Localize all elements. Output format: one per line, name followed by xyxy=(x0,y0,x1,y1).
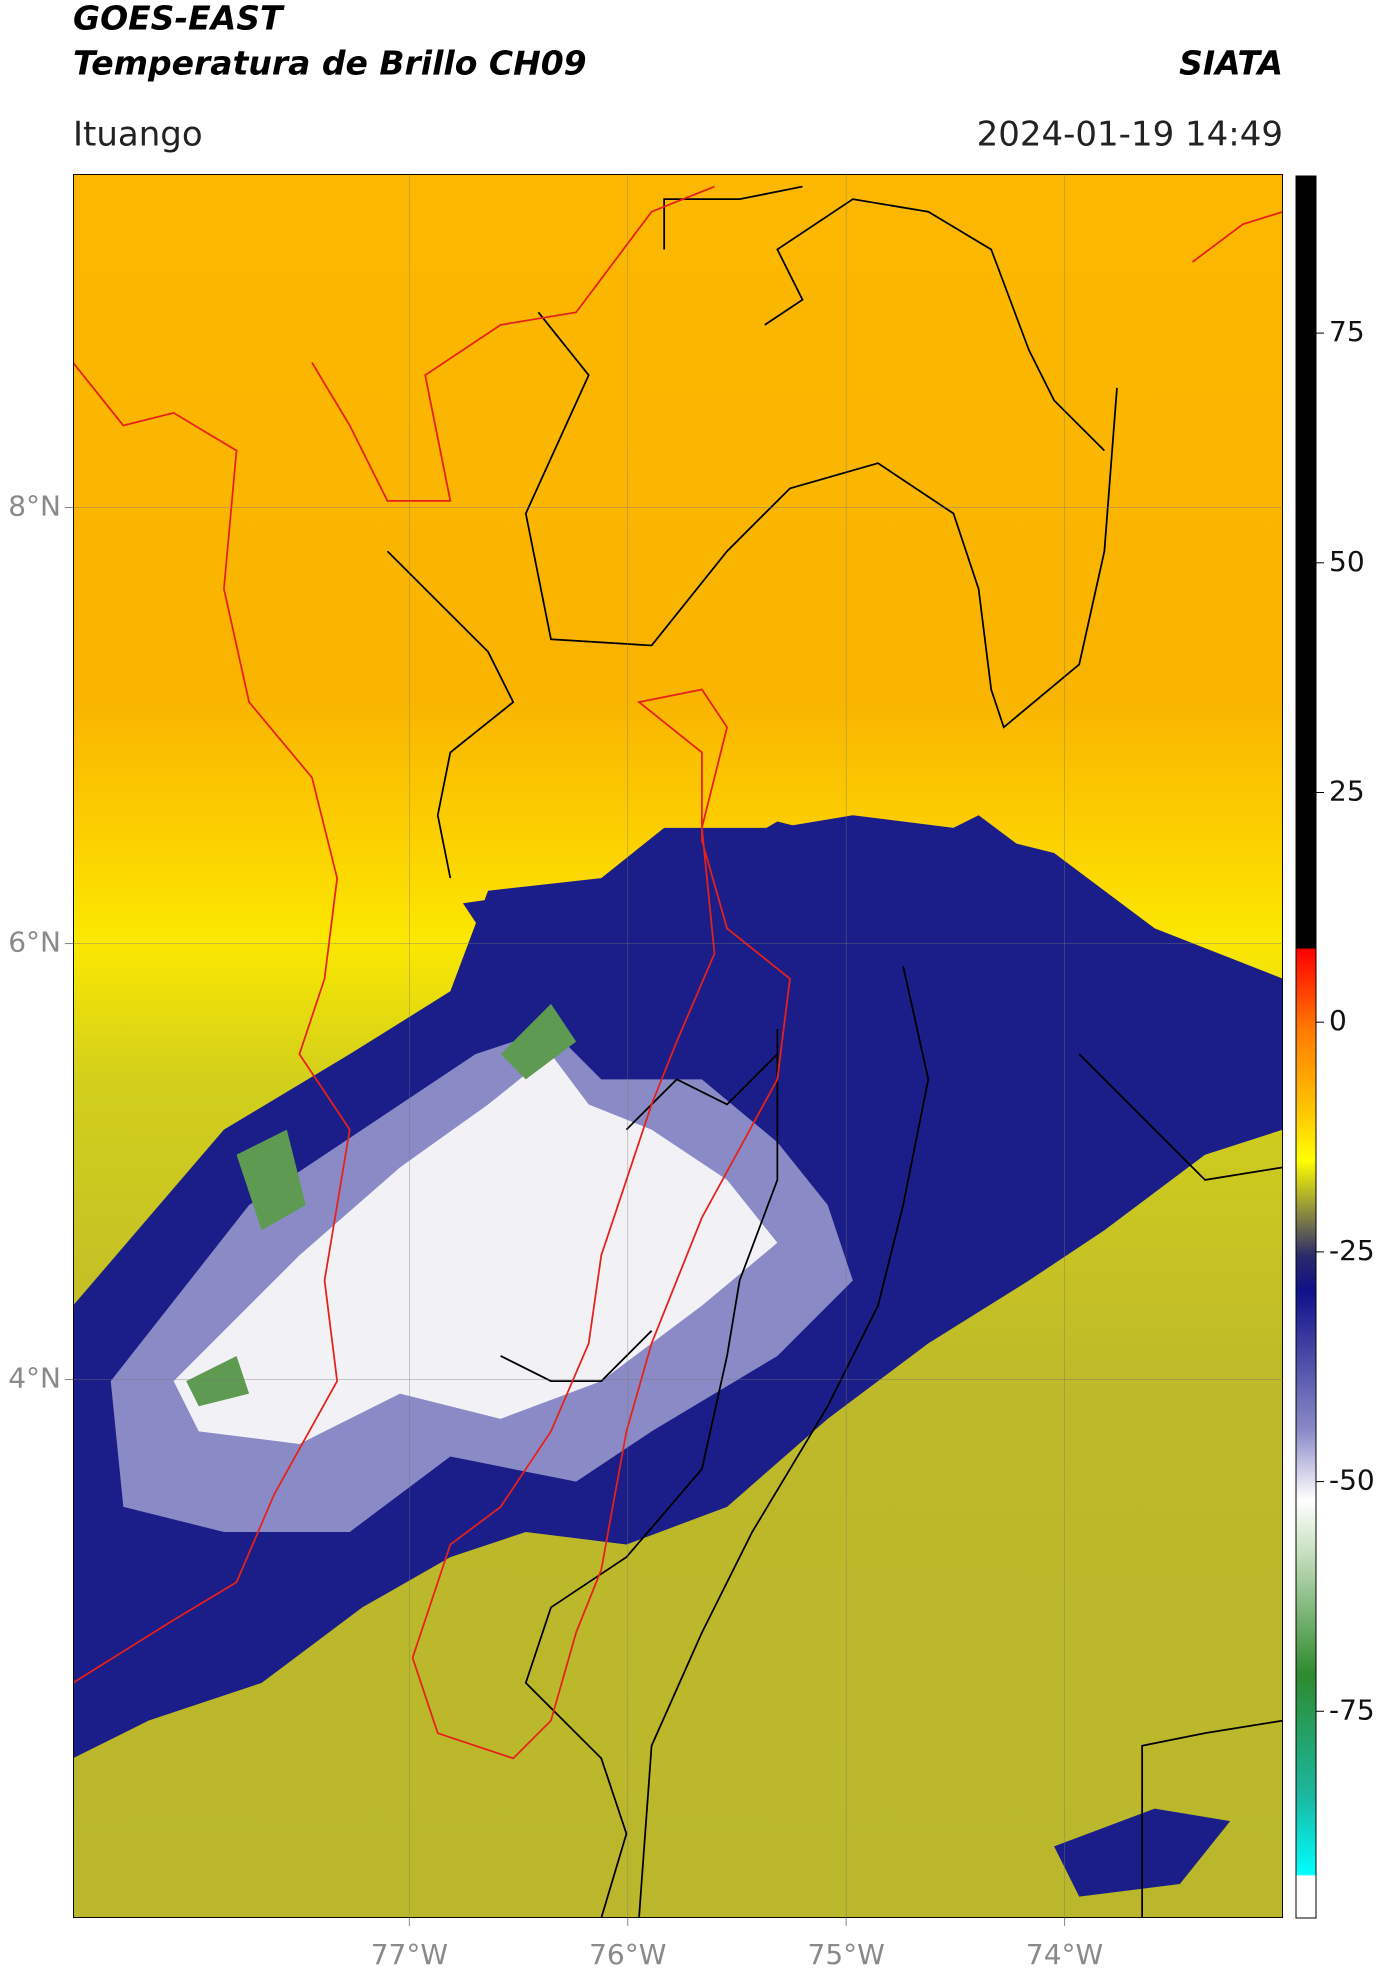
datetime: 2024-01-19 14:49 xyxy=(977,115,1283,155)
colorbar-label: 50 xyxy=(1329,545,1365,578)
region-outline xyxy=(73,185,1283,1760)
map-image xyxy=(73,174,1283,1918)
cloud-cells xyxy=(462,815,1231,1897)
y-tick-label: 6°N xyxy=(8,926,61,959)
x-tick-label: 75°W xyxy=(808,1938,885,1971)
colorbar xyxy=(1295,175,1317,1919)
y-tick-label: 8°N xyxy=(8,490,61,523)
colorbar-label: -75 xyxy=(1329,1693,1375,1726)
location: Ituango xyxy=(73,115,203,155)
x-tick-label: 74°W xyxy=(1026,1938,1103,1971)
x-tick-label: 76°W xyxy=(589,1938,666,1971)
colorbar-label: -25 xyxy=(1329,1234,1375,1267)
colorbar-label: -50 xyxy=(1329,1464,1375,1497)
title: GOES-EAST xyxy=(73,0,285,38)
y-tick-label: 4°N xyxy=(8,1362,61,1395)
borders xyxy=(386,185,1283,1918)
source: SIATA xyxy=(1179,44,1283,83)
cloud-peak xyxy=(186,1003,577,1407)
x-tick-label: 77°W xyxy=(371,1938,448,1971)
colorbar-label: 25 xyxy=(1329,774,1365,807)
colorbar-label: 75 xyxy=(1329,315,1365,348)
colorbar-label: 0 xyxy=(1329,1004,1347,1037)
cloud-coldest xyxy=(173,1054,778,1444)
subtitle: Temperatura de Brillo CH09 xyxy=(73,44,587,83)
